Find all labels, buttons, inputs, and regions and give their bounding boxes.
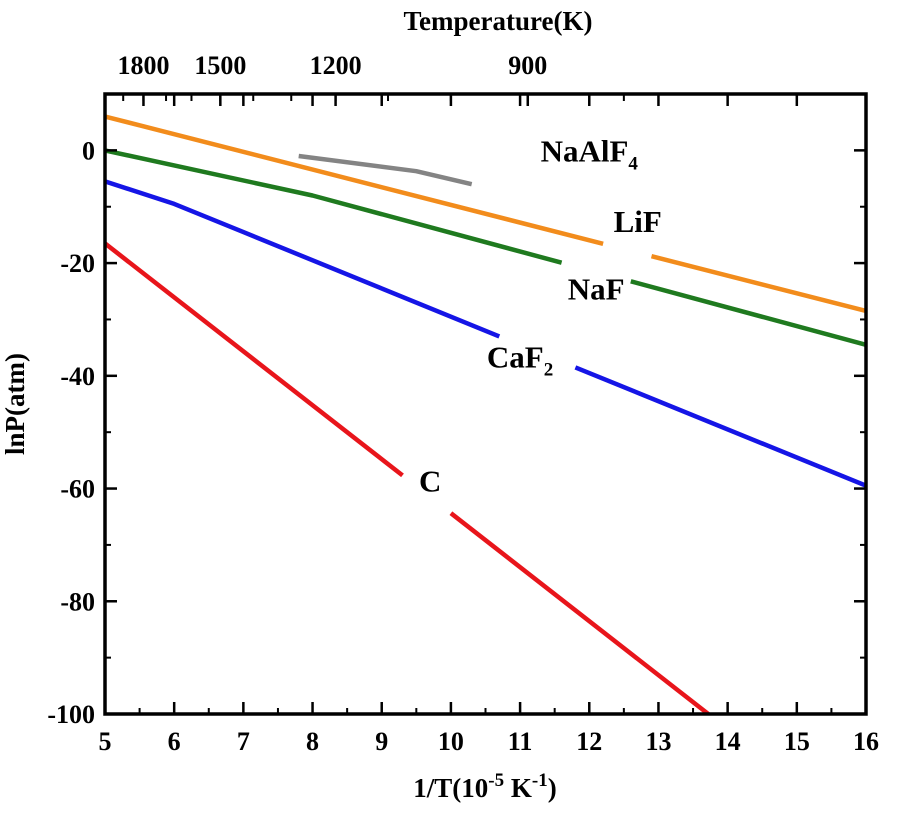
plot-frame bbox=[103, 92, 868, 716]
series-label-naf: NaF bbox=[568, 272, 625, 307]
x-tick-label-14: 14 bbox=[715, 727, 741, 756]
x-axis-title-end: ) bbox=[548, 773, 557, 803]
y-tick-label--40: -40 bbox=[60, 362, 95, 391]
x-axis-title-sup2: -1 bbox=[532, 770, 548, 791]
series-line-caf-0 bbox=[105, 179, 501, 339]
series-label-caf: CaF2 bbox=[487, 339, 553, 380]
series-line-c-1 bbox=[449, 511, 710, 714]
series-line-naf-1 bbox=[630, 279, 866, 347]
x-axis-title: 1/T(10-5 K-1) bbox=[413, 770, 556, 803]
x-tick-label-16: 16 bbox=[853, 727, 879, 756]
x-tick-label-11: 11 bbox=[508, 727, 533, 756]
x-tick-label-8: 8 bbox=[306, 727, 319, 756]
top-ticks: 1800 1500 1200 900 bbox=[117, 51, 625, 106]
top-tick-label-1800: 1800 bbox=[117, 51, 169, 80]
series-line-naalf-0 bbox=[298, 153, 473, 187]
series-label-c: C bbox=[419, 463, 441, 498]
x-tick-label-12: 12 bbox=[576, 727, 602, 756]
x-axis-title-base: 1/T(10 bbox=[413, 773, 488, 803]
series-label-sub-caf: 2 bbox=[544, 359, 554, 380]
top-tick-label-1200: 1200 bbox=[310, 51, 362, 80]
series-lines bbox=[105, 114, 866, 714]
series-line-lif-1 bbox=[650, 254, 866, 314]
bottom-ticks: 5 6 7 8 9 10 11 12 13 14 15 16 bbox=[99, 94, 879, 756]
left-ticks: 0 -20 -40 -60 -80 -100 bbox=[47, 136, 866, 729]
top-tick-label-1500: 1500 bbox=[194, 51, 246, 80]
x-tick-label-9: 9 bbox=[375, 727, 388, 756]
y-tick-label-0: 0 bbox=[82, 136, 95, 165]
series-label-naalf: NaAlF4 bbox=[541, 134, 639, 175]
series-line-c-0 bbox=[105, 241, 404, 478]
top-axis-title: Temperature(K) bbox=[404, 6, 593, 36]
y-tick-label--80: -80 bbox=[60, 587, 95, 616]
x-tick-label-5: 5 bbox=[99, 727, 112, 756]
series-labels: LiF NaF CaF2 C NaAlF4 bbox=[419, 134, 662, 499]
x-tick-label-13: 13 bbox=[645, 727, 671, 756]
y-tick-label--60: -60 bbox=[60, 475, 95, 504]
series-label-lif: LiF bbox=[614, 204, 662, 239]
x-tick-label-6: 6 bbox=[168, 727, 181, 756]
series-line-caf-1 bbox=[574, 365, 866, 488]
x-tick-label-7: 7 bbox=[237, 727, 250, 756]
x-tick-label-10: 10 bbox=[438, 727, 464, 756]
x-axis-title-mid: K bbox=[504, 773, 532, 803]
series-line-naf-0 bbox=[105, 148, 563, 265]
x-axis-title-sup: -5 bbox=[488, 770, 504, 791]
series-line-lif-0 bbox=[105, 114, 604, 246]
top-tick-label-900: 900 bbox=[508, 51, 547, 80]
x-tick-label-15: 15 bbox=[784, 727, 810, 756]
y-tick-label--100: -100 bbox=[47, 700, 95, 729]
y-tick-label--20: -20 bbox=[60, 249, 95, 278]
series-label-sub-naalf: 4 bbox=[628, 154, 638, 175]
y-axis-title: lnP(atm) bbox=[0, 353, 30, 455]
